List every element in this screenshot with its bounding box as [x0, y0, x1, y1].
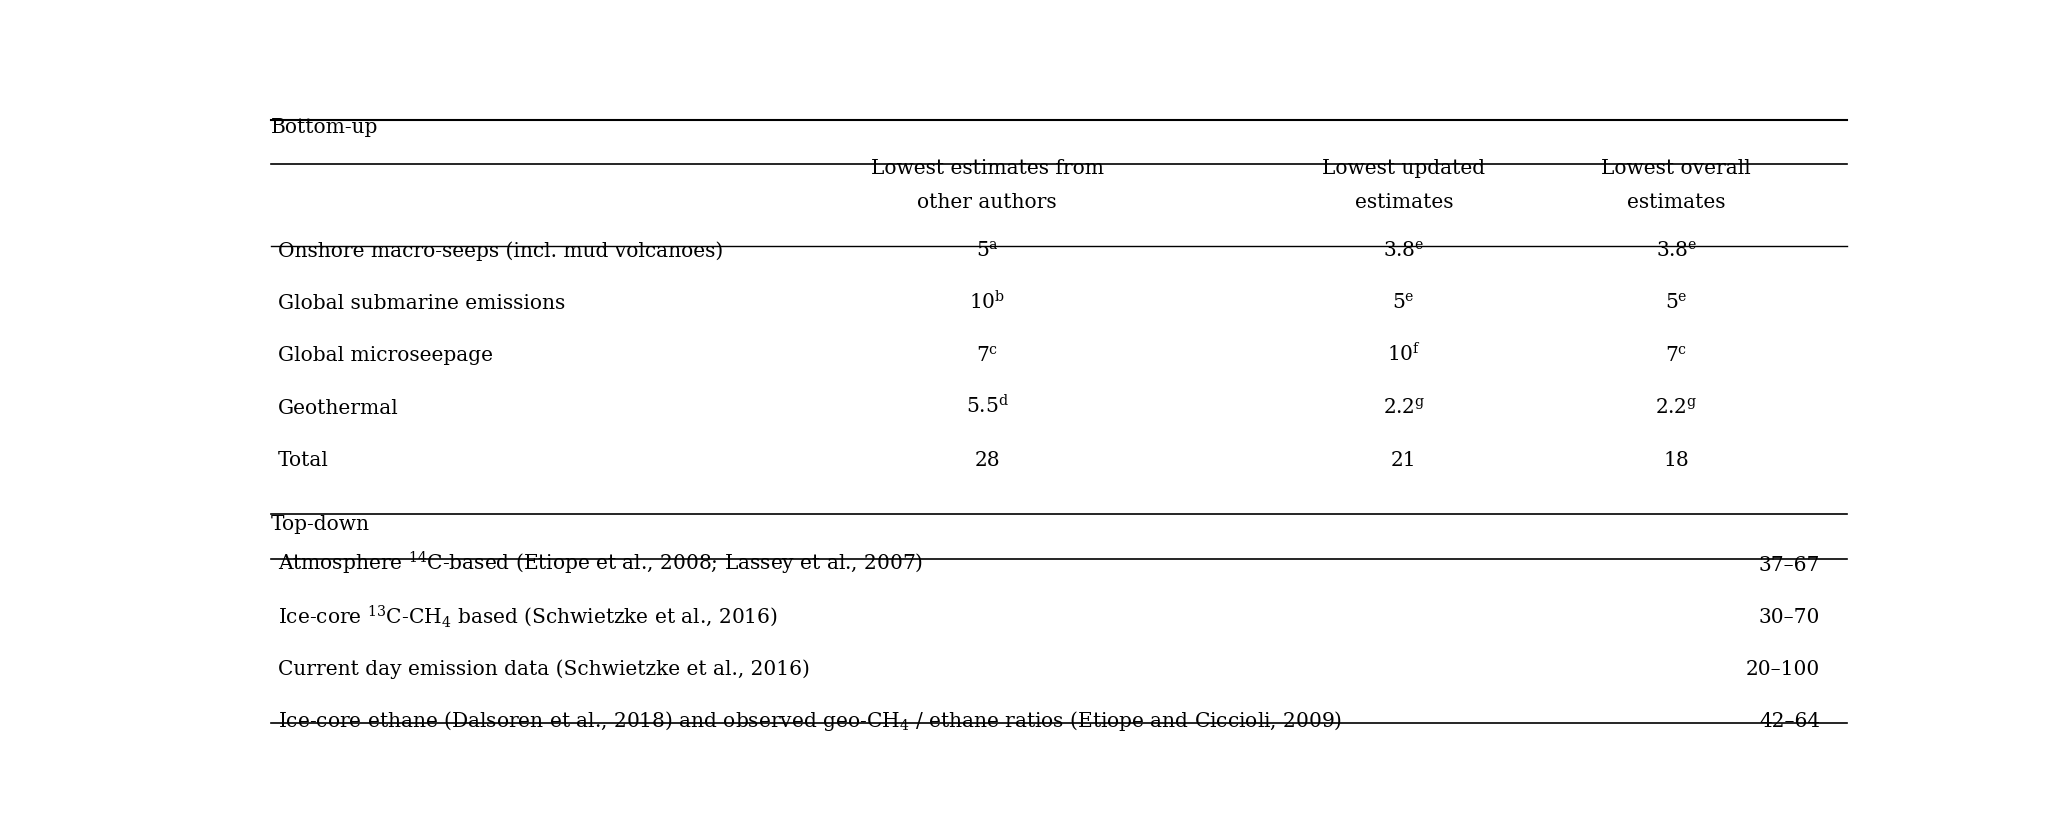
Text: Total: Total	[277, 451, 329, 470]
Text: estimates: estimates	[1354, 193, 1453, 213]
Text: Current day emission data (Schwietzke et al., 2016): Current day emission data (Schwietzke et…	[277, 659, 810, 679]
Text: estimates: estimates	[1627, 193, 1726, 213]
Text: Lowest overall: Lowest overall	[1602, 159, 1751, 178]
Text: Top-down: Top-down	[271, 515, 370, 533]
Text: 2.2$^{\rm g}$: 2.2$^{\rm g}$	[1383, 398, 1424, 418]
Text: Ice-core $^{13}$C-CH$_{4}$ based (Schwietzke et al., 2016): Ice-core $^{13}$C-CH$_{4}$ based (Schwie…	[277, 603, 777, 629]
Text: 3.8$^{\rm e}$: 3.8$^{\rm e}$	[1656, 240, 1697, 261]
Text: Ice-core ethane (Dalsoren et al., 2018) and observed geo-CH$_{4}$ / ethane ratio: Ice-core ethane (Dalsoren et al., 2018) …	[277, 709, 1341, 734]
Text: 42–64: 42–64	[1759, 712, 1821, 731]
Text: Lowest estimates from: Lowest estimates from	[870, 159, 1104, 178]
Text: 30–70: 30–70	[1759, 608, 1821, 627]
Text: Bottom-up: Bottom-up	[271, 118, 378, 137]
Text: 18: 18	[1664, 451, 1689, 470]
Text: Global submarine emissions: Global submarine emissions	[277, 294, 564, 313]
Text: 28: 28	[974, 451, 1000, 470]
Text: 5$^{\rm e}$: 5$^{\rm e}$	[1393, 293, 1416, 313]
Text: 3.8$^{\rm e}$: 3.8$^{\rm e}$	[1383, 240, 1424, 261]
Text: Atmosphere $^{14}$C-based (Etiope et al., 2008; Lassey et al., 2007): Atmosphere $^{14}$C-based (Etiope et al.…	[277, 550, 922, 577]
Text: 37–67: 37–67	[1759, 555, 1821, 574]
Text: 5$^{\rm a}$: 5$^{\rm a}$	[976, 240, 998, 261]
Text: 7$^{\rm c}$: 7$^{\rm c}$	[976, 345, 998, 366]
Text: 21: 21	[1391, 451, 1416, 470]
Text: 20–100: 20–100	[1747, 660, 1821, 679]
Text: Onshore macro-seeps (incl. mud volcanoes): Onshore macro-seeps (incl. mud volcanoes…	[277, 241, 723, 261]
Text: Global microseepage: Global microseepage	[277, 347, 492, 366]
Text: 5.5$^{\rm d}$: 5.5$^{\rm d}$	[965, 394, 1009, 418]
Text: 10$^{\rm f}$: 10$^{\rm f}$	[1387, 342, 1420, 366]
Text: Geothermal: Geothermal	[277, 398, 399, 418]
Text: 7$^{\rm c}$: 7$^{\rm c}$	[1664, 345, 1687, 366]
Text: Lowest updated: Lowest updated	[1323, 159, 1486, 178]
Text: 5$^{\rm e}$: 5$^{\rm e}$	[1664, 293, 1687, 313]
Text: 10$^{\rm b}$: 10$^{\rm b}$	[969, 290, 1005, 313]
Text: other authors: other authors	[918, 193, 1056, 213]
Text: 2.2$^{\rm g}$: 2.2$^{\rm g}$	[1656, 398, 1697, 418]
